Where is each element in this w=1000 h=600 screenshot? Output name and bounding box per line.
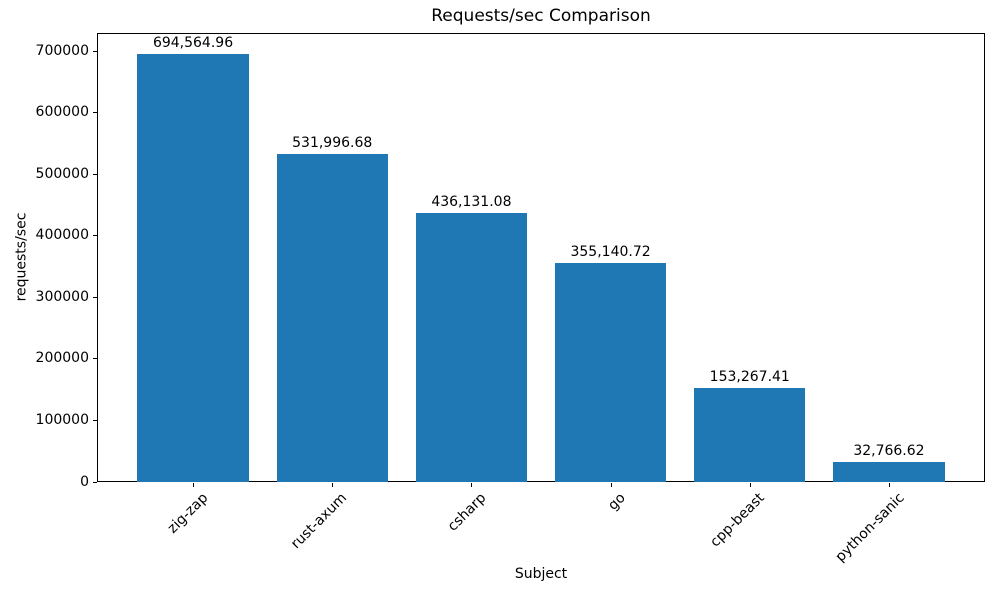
- y-tick-mark: [93, 358, 97, 360]
- y-tick-label: 700000: [35, 42, 89, 59]
- y-tick-label: 500000: [35, 165, 89, 182]
- y-tick-mark: [93, 481, 97, 483]
- bar-value-label: 355,140.72: [570, 244, 651, 261]
- y-tick-mark: [93, 50, 97, 52]
- y-tick-label: 200000: [35, 350, 89, 367]
- y-tick-mark: [93, 173, 97, 175]
- x-tick-mark: [471, 483, 473, 487]
- y-tick-mark: [93, 235, 97, 237]
- bar: [137, 54, 249, 482]
- bar: [276, 154, 388, 482]
- bar-value-label: 153,267.41: [709, 368, 790, 385]
- bar-value-label: 32,766.62: [853, 442, 925, 459]
- x-tick-mark: [888, 483, 890, 487]
- y-tick-mark: [93, 112, 97, 114]
- y-tick-label: 0: [80, 473, 89, 490]
- x-tick-mark: [749, 483, 751, 487]
- x-tick-label: rust-axum: [288, 490, 351, 553]
- x-tick-mark: [193, 483, 195, 487]
- bar: [415, 213, 528, 482]
- chart-title: Requests/sec Comparison: [431, 6, 651, 26]
- y-tick-label: 400000: [35, 227, 89, 244]
- bar-value-label: 694,564.96: [152, 35, 234, 52]
- x-tick-label: go: [605, 490, 629, 514]
- x-tick-label: python-sanic: [832, 490, 908, 566]
- x-tick-label: zig-zap: [164, 490, 212, 537]
- x-tick-mark: [610, 483, 612, 487]
- bar-value-label: 436,131.08: [431, 194, 512, 211]
- x-tick-label: csharp: [445, 490, 490, 535]
- x-tick-label: cpp-beast: [707, 490, 769, 551]
- y-tick-label: 600000: [35, 104, 89, 121]
- bar-value-label: 531,996.68: [292, 135, 373, 152]
- y-tick-mark: [93, 419, 97, 421]
- bar: [833, 461, 945, 482]
- x-axis-label: Subject: [514, 566, 568, 582]
- bar: [694, 387, 806, 482]
- y-tick-label: 100000: [35, 411, 89, 428]
- y-tick-label: 300000: [35, 288, 89, 305]
- bar: [554, 263, 667, 482]
- y-tick-mark: [93, 296, 97, 298]
- x-tick-mark: [332, 483, 334, 487]
